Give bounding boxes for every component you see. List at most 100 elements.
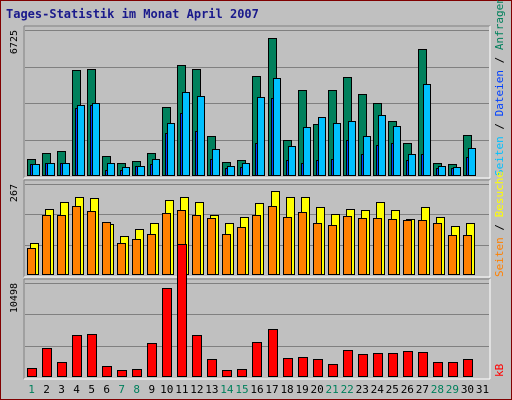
bar-top-seiten-day-10	[167, 123, 175, 176]
bar-top-seiten-day-3	[62, 163, 70, 176]
x-tick-label: 24	[371, 383, 385, 396]
bar-bottom-kb-day-1	[27, 368, 37, 377]
bar-middle-seiten-day-25	[388, 219, 397, 275]
bar-top-seiten-day-23	[363, 136, 371, 176]
bar-middle-seiten-day-22	[343, 216, 352, 275]
bar-bottom-kb-day-2	[42, 348, 52, 377]
right-legend-middle: Seiten / Besuche	[493, 171, 506, 277]
bar-bottom-kb-day-9	[147, 343, 157, 377]
legend-label: Dateien	[493, 70, 506, 116]
x-tick-label: 30	[461, 383, 474, 396]
bar-bottom-kb-day-6	[102, 366, 112, 377]
bar-middle-seiten-day-21	[328, 225, 337, 275]
bar-bottom-kb-day-7	[117, 370, 127, 377]
bar-top-seiten-day-19	[303, 127, 311, 176]
x-tick-label: 26	[401, 383, 414, 396]
x-tick-label: 20	[311, 383, 324, 396]
bar-top-seiten-day-12	[197, 96, 205, 176]
bar-middle-seiten-day-2	[42, 215, 51, 275]
bar-bottom-kb-day-15	[237, 369, 247, 377]
right-legend-bottom: kB	[493, 363, 506, 377]
bar-top-seiten-day-14	[227, 166, 235, 176]
bar-bottom-kb-day-28	[433, 362, 443, 377]
x-tick-label: 5	[88, 383, 95, 396]
x-tick-label: 7	[118, 383, 125, 396]
bar-top-seiten-day-26	[408, 154, 416, 176]
bar-middle-seiten-day-26	[403, 220, 412, 275]
x-tick-label: 16	[250, 383, 263, 396]
bar-bottom-kb-day-14	[222, 370, 232, 377]
bar-top-seiten-day-20	[318, 117, 326, 176]
bar-bottom-kb-day-3	[57, 362, 67, 377]
bar-middle-seiten-day-15	[237, 227, 246, 275]
bar-bottom-kb-day-19	[298, 357, 308, 377]
bar-middle-seiten-day-13	[207, 218, 216, 275]
legend-label: Besuche	[493, 171, 506, 217]
x-tick-label: 28	[431, 383, 444, 396]
x-tick-label: 21	[326, 383, 339, 396]
x-tick-label: 27	[416, 383, 429, 396]
bar-middle-seiten-day-10	[162, 213, 171, 275]
bar-middle-seiten-day-7	[117, 243, 126, 275]
bar-top-seiten-day-9	[152, 159, 160, 176]
bar-middle-seiten-day-18	[283, 217, 292, 275]
x-tick-label: 3	[58, 383, 65, 396]
bar-bottom-kb-day-25	[388, 353, 398, 377]
panel-top: 6725	[9, 25, 491, 179]
x-tick-label: 4	[73, 383, 80, 396]
bar-top-seiten-day-25	[393, 126, 401, 176]
x-tick-label: 19	[295, 383, 308, 396]
bar-bottom-kb-day-20	[313, 359, 323, 377]
bar-middle-seiten-day-12	[192, 215, 201, 275]
bar-top-seiten-day-21	[333, 123, 341, 176]
x-tick-label: 8	[133, 383, 140, 396]
bar-middle-seiten-day-16	[252, 215, 261, 275]
x-tick-label: 29	[446, 383, 459, 396]
bar-top-seiten-day-8	[137, 166, 145, 176]
y-max-label: 6725	[9, 30, 20, 54]
bar-top-seiten-day-22	[348, 121, 356, 176]
x-tick-label: 15	[235, 383, 248, 396]
x-tick-label: 31	[476, 383, 489, 396]
bar-bottom-kb-day-8	[132, 369, 142, 377]
bar-top-seiten-day-16	[257, 97, 265, 176]
bar-top-seiten-day-30	[468, 148, 476, 176]
bar-top-seiten-day-15	[242, 163, 250, 176]
x-tick-label: 18	[280, 383, 293, 396]
x-tick-label: 2	[43, 383, 50, 396]
x-tick-label: 9	[148, 383, 155, 396]
bar-middle-seiten-day-8	[132, 239, 141, 275]
x-tick-label: 13	[205, 383, 218, 396]
bar-bottom-kb-day-21	[328, 364, 338, 377]
x-tick-label: 10	[160, 383, 173, 396]
bar-bottom-kb-day-26	[403, 351, 413, 377]
bar-bottom-kb-day-18	[283, 358, 293, 377]
x-tick-label: 14	[220, 383, 234, 396]
bar-top-seiten-day-6	[107, 163, 115, 176]
bar-bottom-kb-day-10	[162, 288, 172, 377]
legend-label: kB	[493, 363, 506, 377]
bar-top-seiten-day-4	[77, 105, 85, 176]
bar-top-seiten-day-2	[47, 163, 55, 176]
bar-bottom-kb-day-29	[448, 362, 458, 377]
bar-bottom-kb-day-23	[358, 354, 368, 377]
y-max-label: 10498	[9, 283, 20, 313]
bar-bottom-kb-day-4	[72, 335, 82, 377]
bar-middle-seiten-day-27	[418, 220, 427, 275]
x-tick-label: 1	[28, 383, 35, 396]
bar-top-seiten-day-18	[288, 146, 296, 176]
bar-middle-seiten-day-24	[373, 218, 382, 275]
bar-bottom-kb-day-27	[418, 352, 428, 377]
x-tick-label: 17	[265, 383, 278, 396]
bar-top-seiten-day-5	[92, 103, 100, 176]
bar-top-seiten-day-17	[273, 78, 281, 176]
bar-bottom-kb-day-13	[207, 359, 217, 377]
x-tick-label: 23	[356, 383, 369, 396]
chart-title: Tages-Statistik im Monat April 2007	[6, 7, 259, 21]
x-tick-label: 25	[386, 383, 399, 396]
x-tick-label: 11	[175, 383, 188, 396]
bar-middle-seiten-day-28	[433, 223, 442, 275]
x-tick-label: 6	[103, 383, 110, 396]
bar-middle-seiten-day-30	[463, 235, 472, 275]
